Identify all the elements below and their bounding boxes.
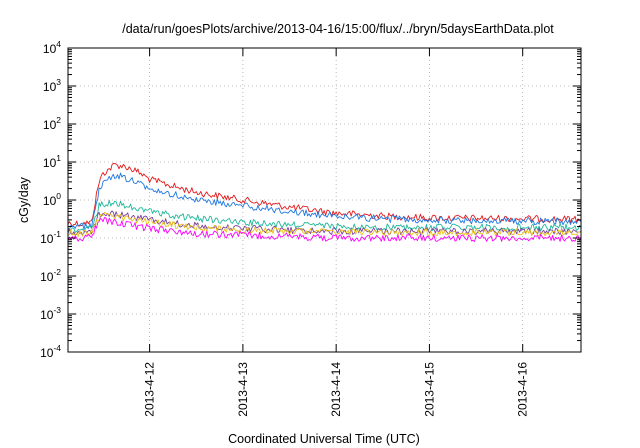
series-line	[67, 217, 582, 242]
x-axis-label: Coordinated Universal Time (UTC)	[228, 432, 420, 446]
x-tick-label: 2013-4-12	[143, 362, 157, 417]
y-tick-label: 10-1	[40, 229, 61, 246]
y-tick-label: 10-2	[40, 267, 61, 284]
y-tick-label: 102	[43, 115, 61, 132]
y-tick-labels: 10-4 10-3 10-2 10-1 100 101 102 103 104	[40, 39, 61, 360]
series-line	[67, 210, 582, 236]
y-tick-label: 103	[43, 77, 61, 94]
series-line	[67, 199, 582, 233]
series-lines	[67, 162, 582, 242]
y-tick-label: 104	[43, 39, 61, 56]
series-line	[67, 212, 582, 238]
x-tick-label: 2013-4-16	[516, 362, 530, 417]
axis-ticks	[68, 47, 581, 353]
y-axis-label: cGy/day	[17, 176, 31, 223]
y-tick-label: 10-4	[40, 343, 61, 360]
chart-title: /data/run/goesPlots/archive/2013-04-16/1…	[122, 22, 554, 36]
x-tick-label: 2013-4-15	[422, 362, 436, 417]
y-tick-label: 10-3	[40, 305, 61, 322]
x-tick-label: 2013-4-14	[329, 362, 343, 417]
y-tick-label: 100	[43, 191, 61, 208]
x-tick-label: 2013-4-13	[236, 362, 250, 417]
y-tick-label: 101	[43, 153, 61, 170]
series-line	[67, 172, 582, 230]
x-tick-labels: 2013-4-12 2013-4-13 2013-4-14 2013-4-15 2013…	[143, 362, 530, 417]
